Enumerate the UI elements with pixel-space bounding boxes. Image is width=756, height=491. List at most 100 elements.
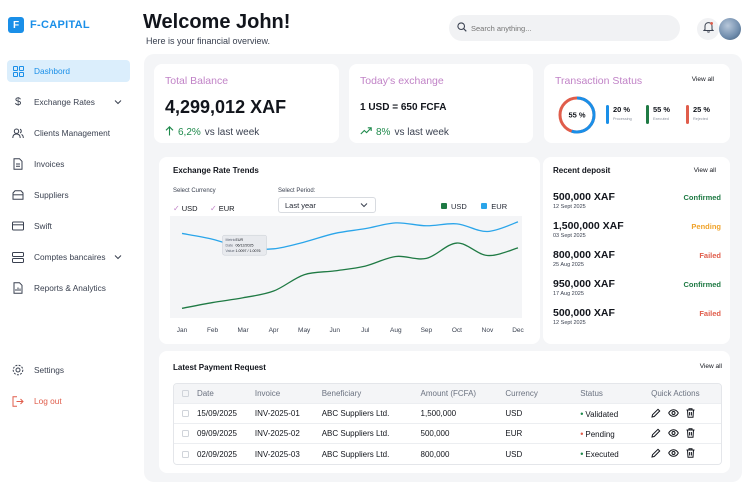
sidebar-item-label: Comptes bancaires <box>34 252 106 262</box>
legend-usd[interactable]: USD <box>441 202 467 211</box>
recent-deposit-title: Recent deposit <box>553 166 611 175</box>
status-text: Pending <box>585 429 615 439</box>
trash-icon[interactable] <box>686 407 695 420</box>
main-panel: Total Balance 4,299,012 XAF 6,2% vs last… <box>144 54 742 482</box>
view-icon[interactable] <box>668 449 679 459</box>
cell-beneficiary: ABC Suppliers Ltd. <box>321 449 390 459</box>
status-dot: • <box>580 408 584 419</box>
search-input[interactable] <box>471 23 661 33</box>
col-beneficiary[interactable]: Beneficiary <box>321 389 362 398</box>
table-row[interactable]: 02/09/2025 INV-2025-03 ABC Suppliers Ltd… <box>174 444 721 464</box>
transaction-status-view-all[interactable]: View all <box>691 76 714 83</box>
exchange-trends-card: Exchange Rate Trends Select Currency ✓ US… <box>159 157 540 344</box>
status-text: Validated <box>585 409 619 419</box>
donut-label: 55 % <box>568 111 585 120</box>
series-line-usd[interactable] <box>181 242 519 309</box>
sidebar-item-dashboard[interactable]: Dashbord <box>7 60 130 82</box>
edit-icon[interactable] <box>651 448 661 460</box>
status-rejected: 25 % Rejected <box>686 105 710 124</box>
total-balance-title: Total Balance <box>165 75 229 87</box>
deposit-row[interactable]: 950,000 XAF 17 Aug 2025 Confirmed <box>553 278 721 297</box>
sidebar-item-reports[interactable]: Reports & Analytics <box>7 277 130 299</box>
sidebar-nav: Dashbord $ Exchange Rates Clients Manage… <box>7 60 130 308</box>
status-executed-bar <box>646 105 649 124</box>
select-all-checkbox[interactable] <box>181 390 189 397</box>
view-icon[interactable] <box>668 428 679 439</box>
edit-icon[interactable] <box>651 428 661 440</box>
search-bar[interactable] <box>449 15 680 41</box>
sidebar-item-suppliers[interactable]: Suppliers <box>7 184 130 206</box>
status-executed: 55 % Executed <box>646 105 670 124</box>
col-currency[interactable]: Currency <box>505 389 538 398</box>
sidebar-item-settings[interactable]: Settings <box>7 359 130 381</box>
table-row[interactable]: 09/09/2025 INV-2025-02 ABC Suppliers Ltd… <box>174 424 721 444</box>
row-select-cell <box>174 430 197 437</box>
col-invoice[interactable]: Invoice <box>254 389 281 398</box>
col-date[interactable]: Date <box>196 389 214 398</box>
payment-request-view-all[interactable]: View all <box>699 363 722 370</box>
recent-deposit-view-all[interactable]: View all <box>693 167 716 174</box>
sidebar-item-label: Exchange Rates <box>34 97 95 107</box>
col-status[interactable]: Status <box>580 389 603 398</box>
sidebar-item-logout[interactable]: Log out <box>7 390 130 412</box>
cell-date: 02/09/2025 <box>196 449 237 459</box>
currency-check-usd[interactable]: ✓ USD <box>173 204 198 213</box>
notification-button[interactable] <box>697 18 719 40</box>
x-tick-label: Jun <box>329 327 340 334</box>
deposit-row[interactable]: 1,500,000 XAF 03 Sept 2025 Pending <box>553 220 721 239</box>
deposit-row[interactable]: 800,000 XAF 25 Aug 2025 Failed <box>553 249 721 268</box>
x-tick-label: Apr <box>269 327 280 334</box>
chevron-down-icon[interactable] <box>114 252 122 262</box>
cell-date: 15/09/2025 <box>196 409 237 418</box>
chevron-down-icon[interactable] <box>114 97 122 107</box>
sidebar-item-label: Log out <box>34 396 62 406</box>
deposit-row[interactable]: 500,000 XAF 12 Sept 2025 Failed <box>553 307 721 326</box>
x-tick-label: Feb <box>207 327 219 334</box>
table-row[interactable]: 15/09/2025 INV-2025-01 ABC Suppliers Ltd… <box>174 404 721 424</box>
legend-label: EUR <box>491 201 508 211</box>
sidebar-item-exchange-rates[interactable]: $ Exchange Rates <box>7 91 130 113</box>
search-icon <box>457 19 467 37</box>
row-checkbox[interactable] <box>181 450 189 458</box>
todays-exchange-trend: 8% vs last week <box>360 126 449 138</box>
deposit-amount: 950,000 XAF <box>553 278 615 290</box>
sidebar-item-swift[interactable]: Swift <box>7 215 130 237</box>
sidebar-item-label: Suppliers <box>34 190 69 200</box>
avatar[interactable] <box>719 18 741 40</box>
x-tick-label: Jan <box>177 327 188 334</box>
check-icon: ✓ <box>173 204 180 213</box>
sidebar-item-label: Clients Management <box>34 128 111 138</box>
sidebar: F F-CAPITAL Dashbord $ Exchange Rates <box>0 0 140 491</box>
col-amount[interactable]: Amount (FCFA) <box>420 389 477 398</box>
view-icon[interactable] <box>668 408 679 419</box>
gear-icon <box>12 364 24 376</box>
row-checkbox[interactable] <box>181 430 189 437</box>
sidebar-item-label: Reports & Analytics <box>34 283 106 293</box>
sidebar-item-clients[interactable]: Clients Management <box>7 122 130 144</box>
deposit-date: 17 Aug 2025 <box>553 291 584 297</box>
deposit-row[interactable]: 500,000 XAF 12 Sept 2025 Confirmed <box>553 191 721 210</box>
deposit-status: Failed <box>699 251 721 260</box>
logo[interactable]: F F-CAPITAL <box>8 17 90 33</box>
status-rejected-value: 25 % <box>693 105 711 114</box>
cell-beneficiary: ABC Suppliers Ltd. <box>321 429 390 438</box>
x-tick-label: Dec <box>512 327 524 334</box>
sidebar-item-invoices[interactable]: Invoices <box>7 153 130 175</box>
arrow-up-icon <box>165 126 174 139</box>
cell-invoice: INV-2025-01 <box>254 409 300 418</box>
edit-icon[interactable] <box>651 408 661 420</box>
period-select[interactable]: Last year <box>278 197 376 213</box>
x-tick-label: Sep <box>421 327 433 334</box>
sidebar-item-comptes-bancaires[interactable]: Comptes bancaires <box>7 246 130 268</box>
row-select-cell <box>174 450 197 458</box>
payment-table: Date Invoice Beneficiary Amount (FCFA) C… <box>173 383 722 465</box>
currency-check-eur[interactable]: ✓ EUR <box>210 204 235 213</box>
status-text: Executed <box>585 450 619 459</box>
sidebar-bottom: Settings Log out <box>7 359 130 421</box>
row-checkbox[interactable] <box>181 410 189 417</box>
legend-eur[interactable]: EUR <box>481 202 507 211</box>
row-select-cell <box>174 410 197 417</box>
trash-icon[interactable] <box>686 427 695 440</box>
trash-icon[interactable] <box>686 448 695 460</box>
status-rejected-bar <box>686 105 689 124</box>
